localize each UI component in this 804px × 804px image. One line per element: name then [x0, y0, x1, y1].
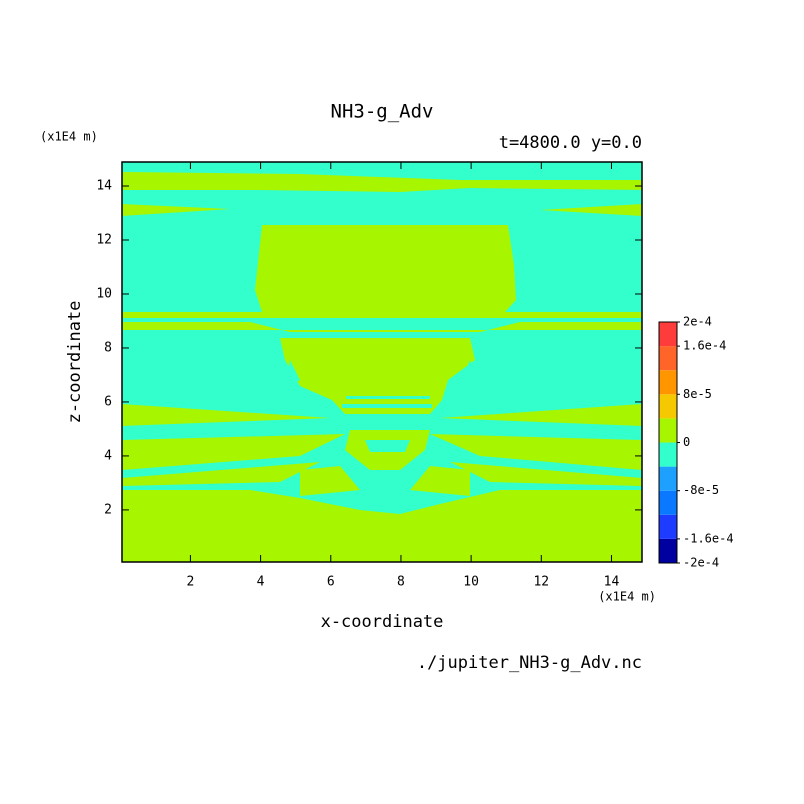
y-tick-label: 12	[96, 233, 112, 248]
field-region	[355, 476, 415, 482]
y-tick-label: 2	[104, 502, 112, 517]
x-tick-label: 6	[327, 575, 335, 590]
y-tick-label: 14	[96, 179, 112, 194]
colorbar-tick-label: 0	[683, 435, 690, 449]
field-region	[450, 462, 642, 486]
field-region	[122, 322, 642, 332]
field-region	[285, 360, 300, 388]
field-region	[430, 434, 642, 470]
colorbar-bin	[659, 370, 677, 395]
field-region	[365, 440, 410, 452]
field-region	[462, 360, 480, 388]
x-tick-label: 2	[187, 575, 195, 590]
colorbar-tick-label: -8e-5	[683, 483, 719, 497]
colorbar-bin	[659, 394, 677, 419]
field-region	[440, 404, 642, 426]
colorbar-bin	[659, 346, 677, 371]
x-axis-label: x-coordinate	[321, 612, 444, 632]
footer: ./jupiter_NH3-g_Adv.nc	[417, 653, 642, 673]
y-tick-label: 10	[96, 286, 112, 301]
field-region	[342, 404, 432, 408]
field-region	[122, 462, 320, 486]
colorbar-bin	[659, 322, 677, 347]
field-region	[122, 490, 642, 562]
y-tick-label: 4	[104, 448, 112, 463]
x-tick-label: 10	[463, 575, 479, 590]
field-region	[122, 404, 330, 426]
colorbar-bin	[659, 418, 677, 443]
field-region	[540, 204, 642, 216]
colorbar-tick-label: 2e-4	[683, 315, 712, 329]
field-region	[255, 225, 516, 312]
colorbar-tick-label: 8e-5	[683, 387, 712, 401]
field-region	[122, 312, 642, 318]
field-region	[346, 396, 430, 399]
x-tick-label: 14	[604, 575, 620, 590]
field-region	[122, 434, 345, 470]
colorbar-tick-label: 1.6e-4	[683, 339, 726, 353]
x-tick-label: 12	[533, 575, 549, 590]
colorbar-bin	[659, 538, 677, 563]
x-tick-label: 8	[397, 575, 405, 590]
field-region	[122, 172, 642, 192]
colorbar-tick-label: -2e-4	[683, 556, 719, 570]
colorbar-bin	[659, 514, 677, 539]
field-region	[122, 204, 230, 216]
field-region	[280, 338, 475, 414]
colorbar-bin	[659, 490, 677, 515]
colorbar-bin	[659, 442, 677, 467]
field-region	[300, 466, 360, 496]
chart-subtitle: t=4800.0 y=0.0	[499, 133, 642, 153]
chart-title: NH3-g_Adv	[331, 101, 434, 123]
colorbar-tick-label: -1.6e-4	[683, 531, 734, 545]
field-region	[410, 466, 470, 496]
plot-frame	[121, 161, 643, 563]
y-axis-label: z-coordinate	[65, 301, 85, 424]
x-tick-label: 4	[257, 575, 265, 590]
colorbar-bin	[659, 466, 677, 491]
x-unit: (x1E4 m)	[598, 590, 656, 604]
y-tick-label: 8	[104, 340, 112, 355]
y-tick-label: 6	[104, 394, 112, 409]
y-unit: (x1E4 m)	[40, 130, 98, 144]
